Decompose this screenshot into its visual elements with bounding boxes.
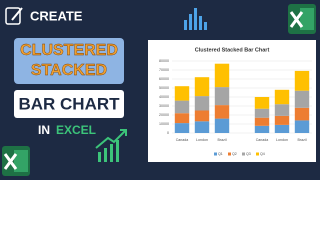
legend-swatch <box>256 152 259 156</box>
bar-segment <box>194 121 210 133</box>
pencil-icon <box>5 7 23 25</box>
title-box <box>14 38 124 84</box>
create-text: CREATE <box>30 8 83 23</box>
bar-segment <box>294 107 310 121</box>
bar-segment <box>174 100 190 114</box>
y-tick-label: 0 <box>167 131 169 135</box>
chart-title: Clustered Stacked Bar Chart <box>195 47 270 53</box>
bar-segment <box>214 118 230 133</box>
headline: CLUSTERED <box>20 42 118 59</box>
excel-icon <box>288 4 316 34</box>
in-text: IN <box>38 123 50 137</box>
headline: STACKED <box>31 62 107 79</box>
legend-label: Q1 <box>218 152 223 156</box>
legend-swatch <box>214 152 217 156</box>
legend-label: Q2 <box>232 152 237 156</box>
y-tick-label: 60000 <box>159 77 169 81</box>
bar-segment <box>274 124 290 133</box>
bar-icon <box>184 8 207 30</box>
x-tick-label: London <box>276 138 288 142</box>
y-tick-label: 80000 <box>159 59 169 63</box>
bar-segment <box>214 63 230 88</box>
growth-icon <box>95 129 127 162</box>
y-tick-label: 10000 <box>159 122 169 126</box>
legend-swatch <box>242 152 245 156</box>
bar-segment <box>254 108 270 118</box>
page: CREATE CLUSTERED STACKED BAR CHART IN EX… <box>0 0 320 180</box>
legend-label: Q4 <box>260 152 265 156</box>
chart-panel <box>148 40 316 162</box>
y-tick-label: 20000 <box>159 113 169 117</box>
bar-segment <box>194 110 210 122</box>
y-tick-label: 50000 <box>159 86 169 90</box>
thumbnail: CREATE CLUSTERED STACKED BAR CHART IN EX… <box>0 0 320 180</box>
bar-segment <box>214 87 230 106</box>
excel-text: EXCEL <box>56 123 96 137</box>
bar-segment <box>274 89 290 105</box>
x-tick-label: Canada <box>176 138 189 142</box>
x-tick-label: Canada <box>256 138 269 142</box>
excel-icon <box>2 146 30 176</box>
x-tick-label: London <box>196 138 208 142</box>
bar-segment <box>254 117 270 126</box>
y-tick-label: 40000 <box>159 95 169 99</box>
bar-segment <box>294 90 310 108</box>
y-tick-label: 30000 <box>159 104 169 108</box>
legend-swatch <box>228 152 231 156</box>
bar-segment <box>254 97 270 109</box>
bar-segment <box>294 120 310 133</box>
bar-segment <box>274 115 290 125</box>
bar-segment <box>174 123 190 133</box>
bar-segment <box>194 96 210 111</box>
bar-segment <box>174 113 190 124</box>
bar-segment <box>174 86 190 101</box>
y-tick-label: 70000 <box>159 68 169 72</box>
plot: 0 10000 20000 30000 40000 50000 60000 70000 8000… <box>159 59 312 156</box>
bar-segment <box>254 125 270 133</box>
bar-segment <box>194 77 210 97</box>
bar-segment <box>274 104 290 116</box>
x-tick-label: Brazil <box>298 138 307 142</box>
bar-segment <box>294 70 310 91</box>
headline: BAR CHART <box>18 94 120 113</box>
bar-segment <box>214 105 230 119</box>
legend-label: Q3 <box>246 152 251 156</box>
title-box <box>14 90 124 118</box>
x-tick-label: Brazil <box>218 138 227 142</box>
